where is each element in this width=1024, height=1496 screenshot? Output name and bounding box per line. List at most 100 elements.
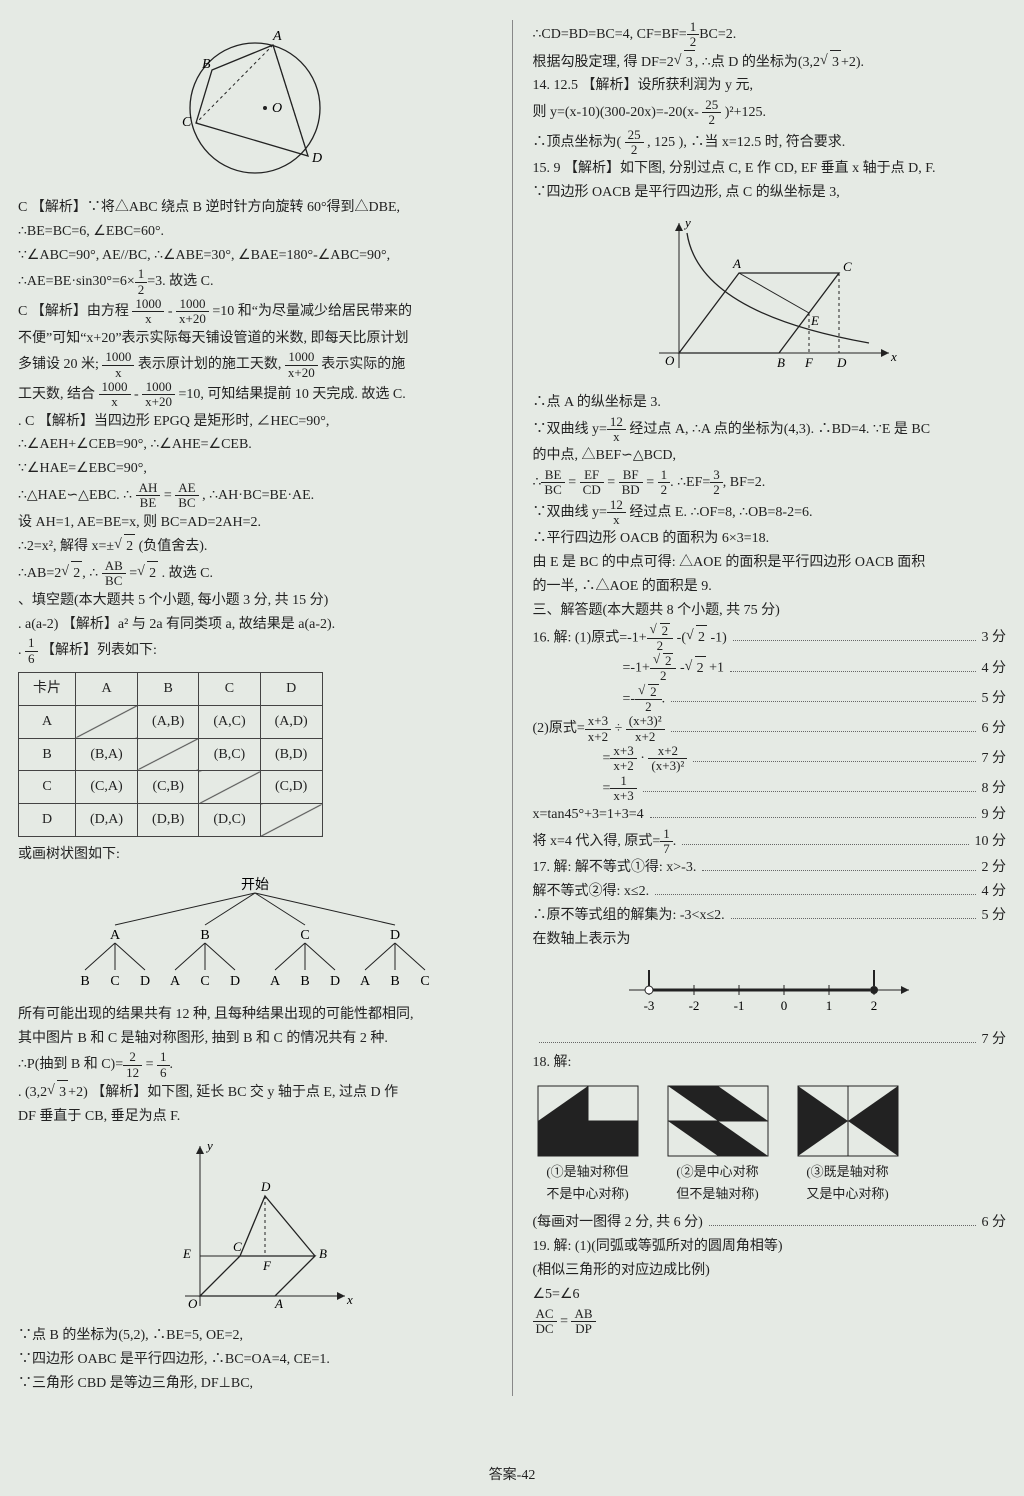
score-line: (每画对一图得 2 分, 共 6 分)6 分 [533,1211,1007,1235]
svg-text:O: O [272,101,282,116]
svg-text:D: D [140,974,150,989]
score-line: 17. 解: 解不等式①得: x>-3.2 分 [533,856,1007,880]
svg-text:y: y [683,215,691,230]
text: ∵∠ABC=90°, AE//BC, ∴∠ABE=30°, ∠BAE=180°-… [18,244,492,268]
text: ∴P(抽到 B 和 C)=212 = 16. [18,1050,492,1080]
svg-text:开始: 开始 [241,877,269,893]
text: ∴2=x², 解得 x=±2 (负值舍去). [18,534,492,559]
text: ∵四边形 OACB 是平行四边形, 点 C 的纵坐标是 3, [533,181,1007,205]
svg-text:F: F [262,1258,272,1273]
svg-text:D: D [260,1179,271,1194]
text: C 【解析】由方程 1000x - 1000x+20 =10 和“为尽量减少给居… [18,297,492,327]
svg-text:C: C [843,259,852,274]
svg-text:A: A [272,29,282,44]
left-column: O A B C D C 【解析】∵将△ABC 绕点 B 逆时针方向旋转 60°得… [18,20,492,1396]
svg-text:x: x [346,1292,353,1307]
text: ∴AE=BE·sin30°=6×12=3. 故选 C. [18,267,492,297]
text: 设 AH=1, AE=BE=x, 则 BC=AD=2AH=2. [18,511,492,535]
svg-text:B: B [200,928,209,943]
tree-diagram: 开始ABCDBACDCABDDABC [18,875,492,995]
svg-text:B: B [390,974,399,989]
text: ∵双曲线 y=12x 经过点 E. ∴OF=8, ∴OB=8-2=6. [533,498,1007,528]
text: ∵∠HAE=∠EBC=90°, [18,457,492,481]
text: 根据勾股定理, 得 DF=23, ∴点 D 的坐标为(3,23+2). [533,50,1007,75]
score-line: ∴原不等式组的解集为: -3<x≤2.5 分 [533,904,1007,928]
svg-text:A: A [110,928,121,943]
text: C 【解析】∵将△ABC 绕点 B 逆时针方向旋转 60°得到△DBE, [18,196,492,220]
text: ∵三角形 CBD 是等边三角形, DF⊥BC, [18,1372,492,1396]
text: 的一半, ∴△AOE 的面积是 9. [533,575,1007,599]
svg-text:D: D [311,151,322,166]
score-line: =x+3x+2 · x+2(x+3)² 7 分 [533,744,1007,774]
text: 18. 解: [533,1051,1007,1075]
svg-text:A: A [170,974,181,989]
svg-text:B: B [777,355,785,370]
svg-text:-3: -3 [644,998,655,1013]
svg-text:-2: -2 [689,998,700,1013]
text: 则 y=(x-10)(300-20x)=-20(x- 252 )²+125. [533,98,1007,128]
text: 不便”可知“x+20”表示实际每天铺设管道的米数, 即每天比原计划 [18,327,492,351]
text: 所有可能出现的结果共有 12 种, 且每种结果出现的可能性都相同, [18,1003,492,1027]
svg-text:B: B [202,57,211,72]
text: ∴平行四边形 OACB 的面积为 6×3=18. [533,527,1007,551]
text: ∴BEBC = EFCD = BFBD = 12. ∴EF=32, BF=2. [533,468,1007,498]
text: ∴顶点坐标为( 252 , 125 ), ∴当 x=12.5 时, 符合要求. [533,128,1007,158]
text: (相似三角形的对应边成比例) [533,1259,1007,1283]
svg-text:A: A [270,974,281,989]
svg-text:1: 1 [826,998,833,1013]
svg-text:D: D [836,355,847,370]
text: ∴CD=BD=BC=4, CF=BF=12BC=2. [533,20,1007,50]
column-divider [512,20,513,1396]
text: ACDC = ABDP [533,1307,1007,1337]
score-line: x=tan45°+3=1+3=4 9 分 [533,803,1007,827]
text: . (3,23+2) 【解析】如下图, 延长 BC 交 y 轴于点 E, 过点 … [18,1080,492,1105]
text: 在数轴上表示为 [533,928,1007,952]
score-line: 解不等式②得: x≤2.4 分 [533,880,1007,904]
svg-text:A: A [360,974,371,989]
svg-text:y: y [205,1138,213,1153]
svg-text:B: B [300,974,309,989]
page-footer: 答案-42 [0,1464,1024,1488]
text: 或画树状图如下: [18,843,492,867]
svg-text:C: C [110,974,119,989]
coord-figure-2: x y O A C B E F D [533,213,1007,383]
card-table: 卡片ABCDA(A,B)(A,C)(A,D)B(B,A)(B,C)(B,D)C(… [18,672,323,837]
text: ∴AB=22, ∴ ABBC =2 . 故选 C. [18,559,492,589]
svg-text:0: 0 [781,998,788,1013]
circle-figure: O A B C D [18,28,492,188]
text: 14. 12.5 【解析】设所获利润为 y 元, [533,74,1007,98]
text: 其中图片 B 和 C 是轴对称图形, 抽到 B 和 C 的情况共有 2 种. [18,1027,492,1051]
svg-text:E: E [810,313,819,328]
number-line: -3-2-1012 [533,960,1007,1020]
text: ∠5=∠6 [533,1283,1007,1307]
score-line: (2)原式=x+3x+2 ÷ (x+3)²x+2 6 分 [533,714,1007,744]
text: . 16 【解析】列表如下: [18,636,492,666]
score-line: =-1+22 -2 +1 4 分 [533,653,1007,684]
grid-figures: (①是轴对称但不是中心对称) (②是中心对称但不是轴对称) (③既是轴对称又是中… [533,1081,1007,1205]
svg-text:-1: -1 [734,998,745,1013]
score-line: 16. 解: (1)原式=-1+22 -(2 -1) 3 分 [533,623,1007,654]
text: ∵双曲线 y=12x 经过点 A, ∴A 点的坐标为(4,3). ∴BD=4. … [533,415,1007,445]
svg-text:C: C [420,974,429,989]
svg-text:B: B [319,1246,327,1261]
svg-text:B: B [80,974,89,989]
coord-figure-1: x y O A B C D E F [18,1136,492,1316]
svg-text:D: D [230,974,240,989]
text: ∴BE=BC=6, ∠EBC=60°. [18,220,492,244]
text: 15. 9 【解析】如下图, 分别过点 C, E 作 CD, EF 垂直 x 轴… [533,157,1007,181]
svg-text:x: x [890,349,897,364]
score-line: =1x+3 8 分 [533,774,1007,804]
text: 工天数, 结合 1000x - 1000x+20 =10, 可知结果提前 10 … [18,380,492,410]
svg-text:A: A [732,256,741,271]
text: 19. 解: (1)(同弧或等弧所对的圆周角相等) [533,1235,1007,1259]
text: . a(a-2) 【解析】a² 与 2a 有同类项 a, 故结果是 a(a-2)… [18,613,492,637]
svg-text:F: F [804,355,814,370]
svg-text:C: C [233,1239,242,1254]
text: ∴△HAE∽△EBC. ∴ AHBE = AEBC , ∴AH·BC=BE·AE… [18,481,492,511]
svg-text:E: E [182,1246,191,1261]
score-line: 7 分 [533,1028,1007,1052]
right-column: ∴CD=BD=BC=4, CF=BF=12BC=2. 根据勾股定理, 得 DF=… [533,20,1007,1396]
svg-text:O: O [188,1296,198,1311]
svg-text:A: A [274,1296,283,1311]
section-title: 、填空题(本大题共 5 个小题, 每小题 3 分, 共 15 分) [18,589,492,613]
